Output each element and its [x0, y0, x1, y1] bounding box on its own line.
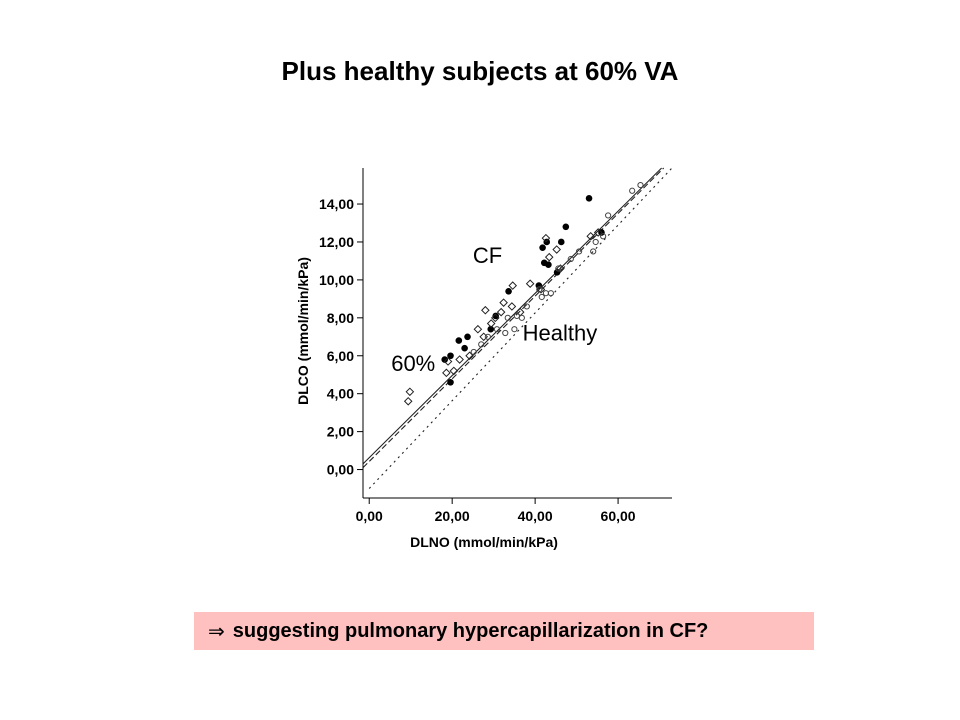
- healthy-60pct-point: [593, 228, 603, 237]
- healthy-point: [502, 329, 509, 337]
- y-tick-label: 0,00: [327, 462, 354, 478]
- healthy-point: [484, 333, 491, 340]
- cf-point: [545, 261, 552, 269]
- x-tick-label: 60,00: [601, 508, 636, 524]
- healthy-point: [518, 314, 525, 321]
- axes: [362, 168, 672, 499]
- cf-point: [441, 356, 449, 363]
- y-tick-label: 2,00: [327, 424, 354, 440]
- healthy-60pct-point: [496, 307, 506, 317]
- healthy-point: [590, 248, 597, 255]
- tick-marks: 0,00 2,00 4,00 6,00 8,00 10,00 12,00 14,00 0,00 2…: [319, 196, 636, 524]
- healthy-60pct-point: [536, 285, 546, 294]
- healthy-60pct-point: [508, 281, 518, 290]
- cf-point: [455, 337, 463, 344]
- cf-point: [562, 223, 570, 231]
- y-tick-label: 14,00: [319, 196, 354, 212]
- healthy-60pct-point: [544, 252, 554, 262]
- y-tick-label: 6,00: [327, 348, 354, 364]
- annotation-label: CF: [473, 243, 502, 268]
- y-tick-label: 12,00: [319, 234, 354, 250]
- healthy-point: [605, 212, 612, 219]
- healthy-60pct-point: [405, 387, 415, 397]
- healthy-point: [478, 341, 485, 348]
- healthy-60pct-point: [499, 298, 508, 307]
- healthy-point: [567, 255, 574, 263]
- healthy-60pct-point: [552, 245, 562, 254]
- regression-lines: [362, 167, 673, 489]
- healthy-60pct-point: [486, 319, 496, 328]
- x-axis-title: DLNO (mmol/min/kPa): [410, 534, 558, 550]
- healthy-60pct-point: [491, 313, 500, 323]
- cf-point: [539, 244, 546, 251]
- cf-point: [464, 333, 471, 341]
- healthy-point: [637, 181, 644, 189]
- x-tick-label: 20,00: [435, 508, 470, 524]
- x-tick-label: 40,00: [518, 508, 553, 524]
- healthy-60pct-point: [403, 396, 413, 406]
- data-points: [403, 181, 644, 406]
- healthy-60pct-point: [586, 231, 596, 241]
- healthy-60pct-point: [473, 324, 483, 334]
- y-tick-label: 8,00: [327, 310, 354, 326]
- annotation-label: 60%: [391, 351, 435, 376]
- cf-point: [553, 269, 561, 276]
- healthy-point: [470, 348, 477, 356]
- cf-point: [461, 344, 468, 352]
- slide-title: Plus healthy subjects at 60% VA: [281, 56, 679, 86]
- cf-point: [505, 287, 512, 295]
- healthy-point: [629, 187, 636, 194]
- dashed-fit-line: [362, 167, 665, 469]
- cf-point: [557, 238, 565, 246]
- cf-point: [447, 352, 454, 360]
- y-tick-label: 4,00: [327, 386, 354, 402]
- healthy-60pct-point: [515, 307, 525, 317]
- conclusion-callout: ⇒ suggesting pulmonary hypercapillarizat…: [194, 612, 814, 650]
- annotation-label: Healthy: [523, 321, 598, 346]
- y-axis-title: DLCO (mmol/min/kPa): [295, 257, 311, 405]
- healthy-60pct-point: [443, 357, 453, 366]
- healthy-point: [575, 248, 583, 255]
- healthy-60pct-point: [525, 279, 535, 288]
- healthy-60pct-point: [465, 351, 474, 361]
- healthy-60pct-point: [479, 332, 489, 342]
- healthy-point: [600, 233, 607, 240]
- cf-point: [585, 195, 593, 202]
- cf-point: [447, 379, 454, 386]
- y-tick-label: 10,00: [319, 272, 354, 288]
- healthy-60pct-point: [507, 302, 517, 311]
- healthy-point: [536, 286, 543, 293]
- healthy-60pct-point: [449, 366, 459, 376]
- x-tick-label: 0,00: [356, 508, 383, 524]
- callout-text: suggesting pulmonary hypercapillarizatio…: [232, 619, 709, 642]
- healthy-60pct-point: [481, 305, 490, 315]
- healthy-point: [555, 265, 562, 272]
- solid-fit-line: [362, 167, 663, 465]
- healthy-60pct-point: [442, 368, 451, 378]
- healthy-60pct-point: [455, 355, 464, 364]
- healthy-60pct-point: [541, 233, 551, 243]
- healthy-60pct-point: [556, 264, 565, 273]
- healthy-point: [493, 326, 501, 333]
- cf-point: [487, 325, 495, 333]
- healthy-point: [511, 326, 518, 333]
- healthy-point: [592, 238, 599, 246]
- chart-annotations: CF Healthy 60%: [391, 243, 597, 376]
- healthy-point: [542, 290, 550, 297]
- dotted-fit-line: [368, 167, 673, 489]
- healthy-point: [547, 290, 554, 297]
- healthy-point: [523, 303, 530, 310]
- implies-arrow-icon: ⇒: [208, 619, 225, 643]
- healthy-point: [504, 314, 511, 321]
- healthy-point: [538, 293, 545, 301]
- cf-point: [492, 312, 500, 320]
